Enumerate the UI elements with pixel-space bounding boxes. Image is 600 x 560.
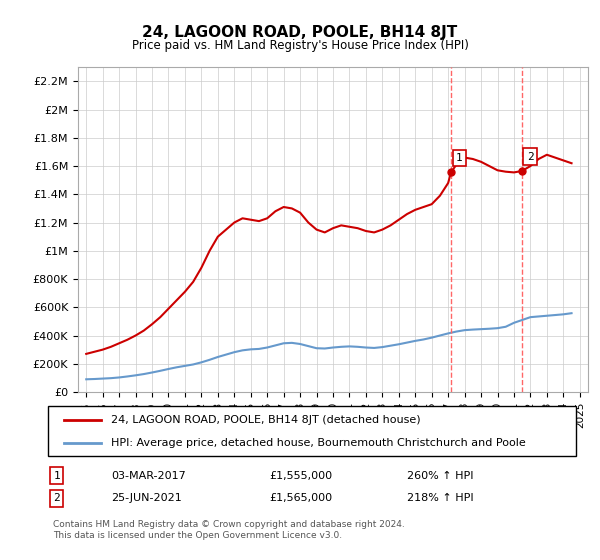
Text: 260% ↑ HPI: 260% ↑ HPI <box>407 470 473 480</box>
Text: 1: 1 <box>53 470 60 480</box>
Text: Contains HM Land Registry data © Crown copyright and database right 2024.
This d: Contains HM Land Registry data © Crown c… <box>53 520 405 540</box>
Text: 2: 2 <box>527 152 533 162</box>
Text: 25-JUN-2021: 25-JUN-2021 <box>112 493 182 503</box>
Text: £1,565,000: £1,565,000 <box>270 493 333 503</box>
Text: 03-MAR-2017: 03-MAR-2017 <box>112 470 186 480</box>
Text: 218% ↑ HPI: 218% ↑ HPI <box>407 493 473 503</box>
Text: HPI: Average price, detached house, Bournemouth Christchurch and Poole: HPI: Average price, detached house, Bour… <box>112 438 526 448</box>
Text: £1,555,000: £1,555,000 <box>270 470 333 480</box>
FancyBboxPatch shape <box>48 406 576 456</box>
Text: 2: 2 <box>53 493 60 503</box>
Text: 1: 1 <box>456 153 463 163</box>
Text: 24, LAGOON ROAD, POOLE, BH14 8JT (detached house): 24, LAGOON ROAD, POOLE, BH14 8JT (detach… <box>112 414 421 424</box>
Text: Price paid vs. HM Land Registry's House Price Index (HPI): Price paid vs. HM Land Registry's House … <box>131 39 469 52</box>
Text: 24, LAGOON ROAD, POOLE, BH14 8JT: 24, LAGOON ROAD, POOLE, BH14 8JT <box>142 25 458 40</box>
